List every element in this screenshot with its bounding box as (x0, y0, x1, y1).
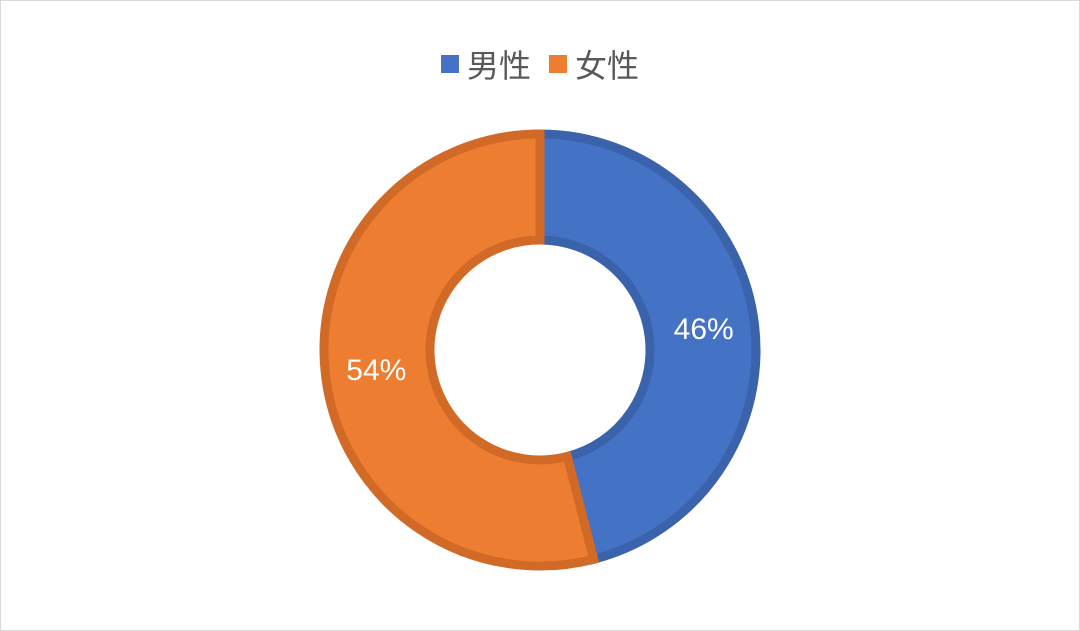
legend-swatch-female (549, 55, 567, 73)
donut-slices (319, 129, 761, 571)
data-label-female: 54% (346, 354, 406, 387)
donut-slice-female (319, 129, 600, 571)
legend: 男性 女性 (1, 41, 1079, 87)
data-label-male: 46% (674, 313, 734, 346)
legend-item-female: 女性 (549, 41, 639, 87)
donut-labels: 46% 54% (346, 313, 733, 387)
legend-label-female: 女性 (575, 47, 640, 85)
legend-label-male: 男性 (466, 47, 531, 85)
legend-swatch-male (440, 55, 459, 73)
donut-slice-male (535, 129, 761, 565)
legend-item-male: 男性 (440, 41, 531, 87)
